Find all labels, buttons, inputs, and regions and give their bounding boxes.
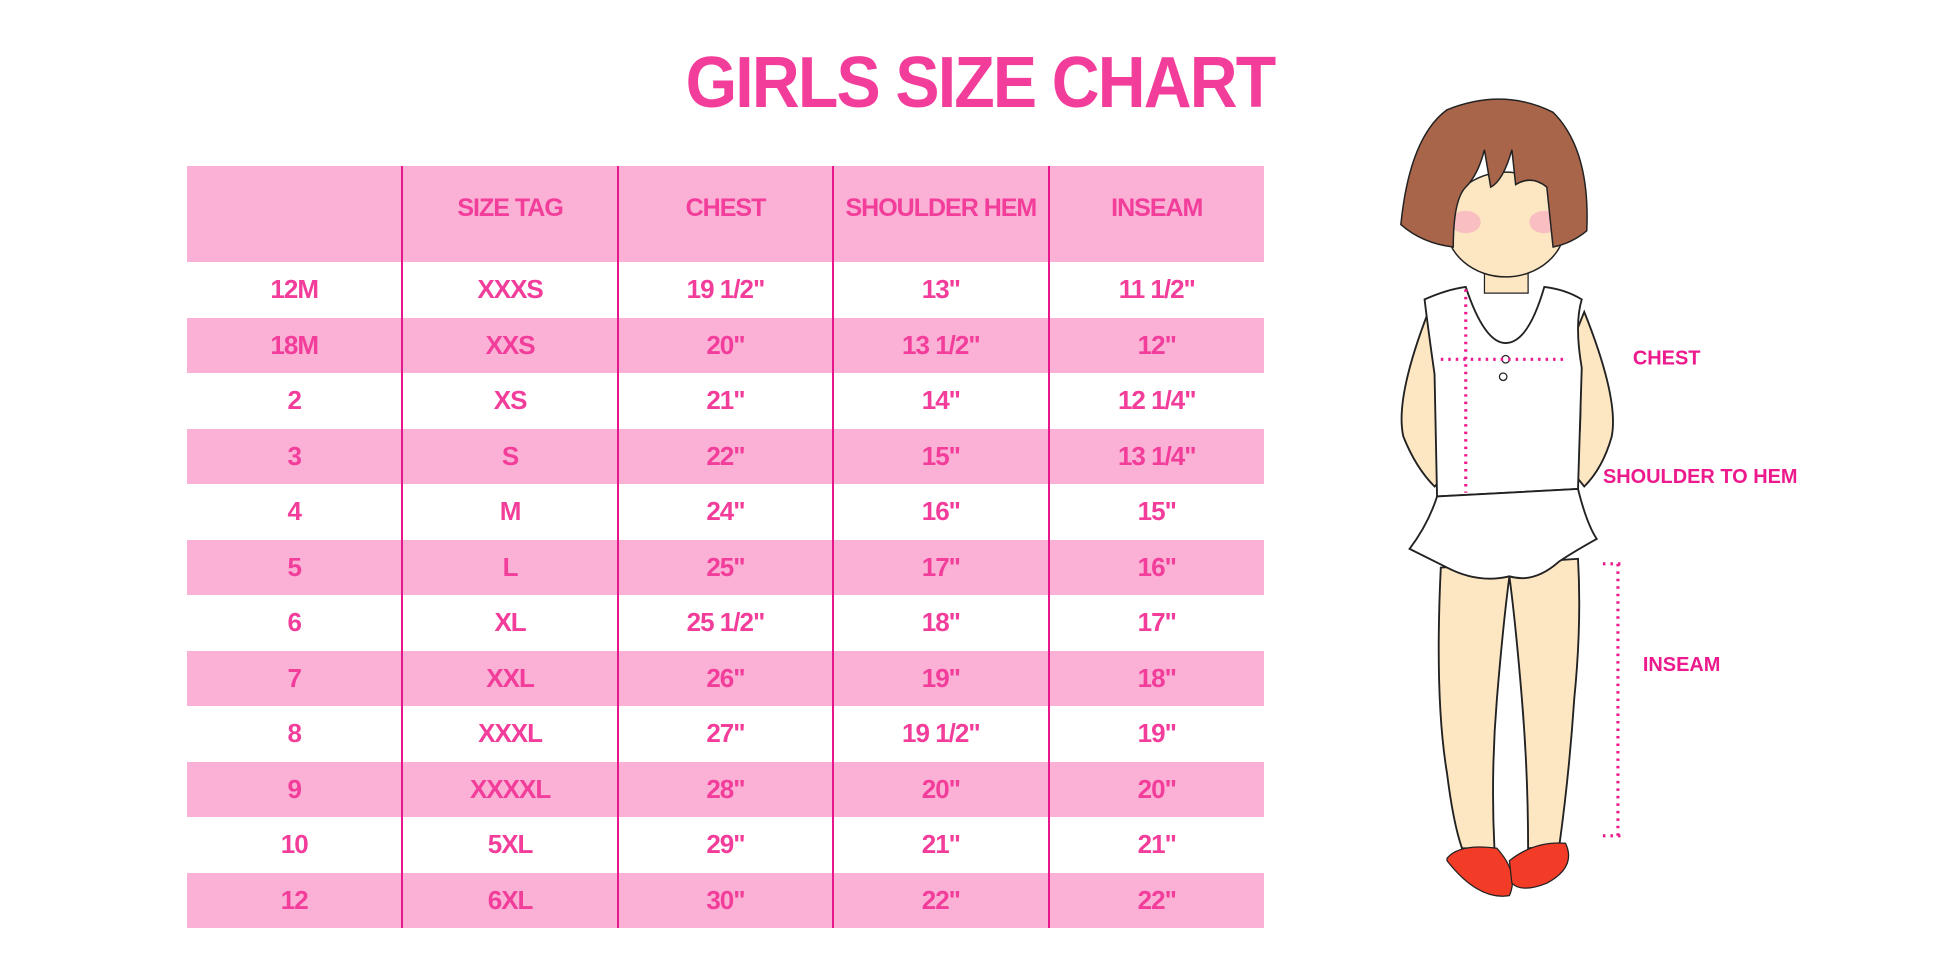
- table-cell: 29": [616, 817, 834, 873]
- table-row: 6 XL 25 1/2" 18" 17": [187, 595, 1264, 651]
- chest-label: CHEST: [1633, 347, 1701, 369]
- table-cell: 6: [287, 607, 301, 638]
- table-cell: 10: [280, 829, 309, 860]
- table-cell: 19 1/2": [832, 706, 1049, 762]
- table-cell: 11 1/2": [1047, 262, 1264, 318]
- table-cell: L: [401, 539, 618, 595]
- table-cell: 19": [1047, 706, 1264, 762]
- table-cell: 22": [616, 428, 834, 484]
- table-cell: 15": [832, 428, 1049, 484]
- table-cell: 5XL: [401, 817, 618, 873]
- table-cell: 12: [280, 884, 309, 915]
- cheek: [1450, 210, 1481, 234]
- table-cell: 18": [832, 595, 1049, 651]
- table-cell: 12 1/4": [1047, 373, 1264, 429]
- table-row: 12M XXXS 19 1/2" 13" 11 1/2": [187, 262, 1264, 318]
- table-cell: 24": [616, 484, 834, 540]
- table-cell: 9: [287, 773, 301, 804]
- table-cell: 20": [832, 761, 1049, 817]
- header-cell: CHEST: [616, 166, 834, 262]
- button: [1498, 372, 1508, 382]
- table-cell: 13 1/2": [832, 317, 1049, 373]
- table-cell: 19": [832, 650, 1049, 706]
- table-row: 5 L 25" 17" 16": [187, 539, 1264, 595]
- table-cell: 21": [1047, 817, 1264, 873]
- table-cell: 6XL: [401, 872, 618, 928]
- table-cell: XXXS: [401, 262, 618, 318]
- table-cell: 18": [1047, 650, 1264, 706]
- table-cell: XXL: [401, 650, 618, 706]
- table-cell: 16": [832, 484, 1049, 540]
- table-cell: 13": [832, 262, 1049, 318]
- table-cell: 7: [287, 662, 301, 693]
- inseam-label: INSEAM: [1643, 654, 1721, 676]
- hair: [1400, 98, 1588, 248]
- table-cell: 25 1/2": [616, 595, 834, 651]
- table-cell: 12M: [270, 274, 319, 305]
- table-cell: S: [401, 428, 618, 484]
- table-cell: 22": [832, 872, 1049, 928]
- table-cell: 3: [287, 440, 301, 471]
- bloomers: [1408, 488, 1599, 580]
- page-title: GIRLS SIZE CHART: [685, 43, 1277, 123]
- header-cell: SIZE TAG: [401, 166, 618, 262]
- table-row: 18M XXS 20" 13 1/2" 12": [187, 317, 1264, 373]
- table-cell: 22": [1047, 872, 1264, 928]
- table-cell: 13 1/4": [1047, 428, 1264, 484]
- table-row: 2 XS 21" 14" 12 1/4": [187, 373, 1264, 429]
- table-cell: 15": [1047, 484, 1264, 540]
- table-cell: 20": [1047, 761, 1264, 817]
- table-cell: M: [401, 484, 618, 540]
- table-cell: 4: [287, 496, 301, 527]
- table-cell: 26": [616, 650, 834, 706]
- shoulder-to-hem-label: SHOULDER TO HEM: [1603, 466, 1798, 488]
- table-cell: 20": [616, 317, 834, 373]
- size-chart-table: SIZE TAG CHEST SHOULDER HEM INSEAM 12M XX…: [187, 166, 1264, 928]
- table-cell: 21": [616, 373, 834, 429]
- right-shoe: [1508, 842, 1570, 889]
- header-cell: SHOULDER HEM: [832, 166, 1049, 262]
- table-header-row: SIZE TAG CHEST SHOULDER HEM INSEAM: [187, 166, 1264, 262]
- table-row: 7 XXL 26" 19" 18": [187, 650, 1264, 706]
- table-cell: 25": [616, 539, 834, 595]
- table-cell: 27": [616, 706, 834, 762]
- header-cell: INSEAM: [1047, 166, 1264, 262]
- table-cell: 17": [1047, 595, 1264, 651]
- table-cell: XXXL: [401, 706, 618, 762]
- table-cell: 12": [1047, 317, 1264, 373]
- table-cell: 8: [287, 718, 301, 749]
- table-cell: XL: [401, 595, 618, 651]
- table-row: 9 XXXXL 28" 20" 20": [187, 761, 1264, 817]
- table-row: 3 S 22" 15" 13 1/4": [187, 428, 1264, 484]
- table-cell: 28": [616, 761, 834, 817]
- left-shoe: [1446, 846, 1513, 897]
- table-cell: 18M: [270, 329, 319, 360]
- table-cell: XXXXL: [401, 761, 618, 817]
- table-cell: 14": [832, 373, 1049, 429]
- table-cell: 16": [1047, 539, 1264, 595]
- table-cell: XXS: [401, 317, 618, 373]
- table-row: 4 M 24" 16" 15": [187, 484, 1264, 540]
- table-cell: 2: [287, 385, 301, 416]
- table-cell: 5: [287, 551, 301, 582]
- top: [1423, 285, 1583, 498]
- legs: [1437, 557, 1581, 850]
- table-row: 12 6XL 30" 22" 22": [187, 872, 1264, 928]
- table-row: 10 5XL 29" 21" 21": [187, 817, 1264, 873]
- table-cell: 19 1/2": [616, 262, 834, 318]
- table-cell: 21": [832, 817, 1049, 873]
- table-cell: 30": [616, 872, 834, 928]
- table-row: 8 XXXL 27" 19 1/2" 19": [187, 706, 1264, 762]
- table-cell: 17": [832, 539, 1049, 595]
- table-cell: XS: [401, 373, 618, 429]
